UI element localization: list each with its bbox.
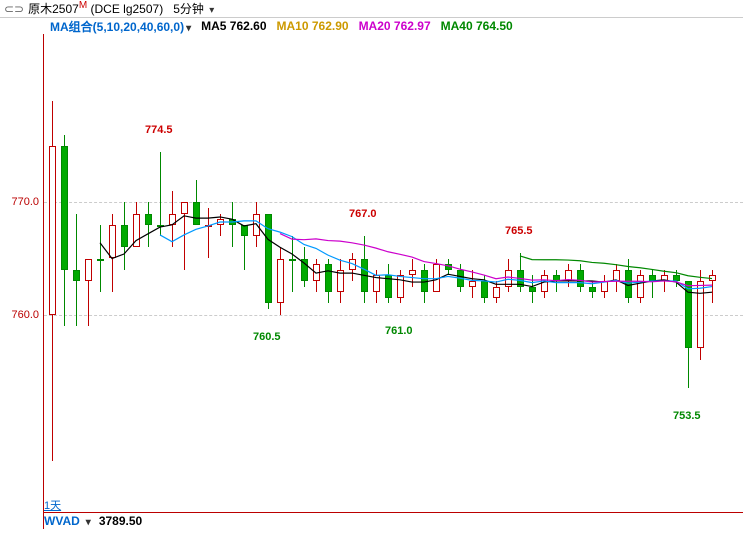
candlestick-plot[interactable]: 774.5 760.5 767.0 761.0 765.5 753.5: [44, 34, 743, 529]
ma-combo-label[interactable]: MA组合(5,10,20,40,60,0)▾: [50, 18, 191, 35]
price-annotation: 760.5: [253, 331, 281, 343]
interval-selector[interactable]: 5分钟 ▾: [173, 0, 214, 17]
chart-area[interactable]: 760.0 770.0 774.5 760.5 767.0 761.0 765.5 753.…: [0, 34, 743, 529]
ma5-legend: MA5 762.60: [201, 19, 266, 33]
plot-border: [44, 512, 743, 513]
price-annotation: 765.5: [505, 225, 533, 237]
price-annotation: 767.0: [349, 208, 377, 220]
chart-header: ⊂⊃ 原木2507M (DCE lg2507) 5分钟 ▾: [0, 0, 743, 18]
chevron-down-icon: ▾: [86, 517, 91, 528]
chevron-down-icon: ▾: [209, 5, 214, 16]
chevron-down-icon: ▾: [186, 23, 191, 34]
y-axis-label: 760.0: [11, 309, 39, 321]
ma40-legend: MA40 764.50: [441, 19, 513, 33]
ma20-legend: MA20 762.97: [359, 19, 431, 33]
day-range-label[interactable]: 1天: [44, 497, 61, 513]
price-annotation: 774.5: [145, 124, 173, 136]
symbol-title[interactable]: 原木2507M (DCE lg2507): [28, 0, 163, 17]
price-annotation: 753.5: [673, 410, 701, 422]
grid-line: [44, 315, 743, 316]
wvad-label[interactable]: WVAD▾: [44, 514, 91, 528]
link-icon: ⊂⊃: [4, 2, 24, 16]
wvad-value: 3789.50: [99, 514, 142, 528]
ma-legend: MA组合(5,10,20,40,60,0)▾ MA5 762.60 MA10 7…: [0, 18, 743, 34]
y-axis-label: 770.0: [11, 196, 39, 208]
y-axis: 760.0 770.0: [0, 34, 44, 529]
price-annotation: 761.0: [385, 325, 413, 337]
indicator-footer: WVAD▾ 3789.50: [44, 513, 142, 529]
ma10-legend: MA10 762.90: [277, 19, 349, 33]
